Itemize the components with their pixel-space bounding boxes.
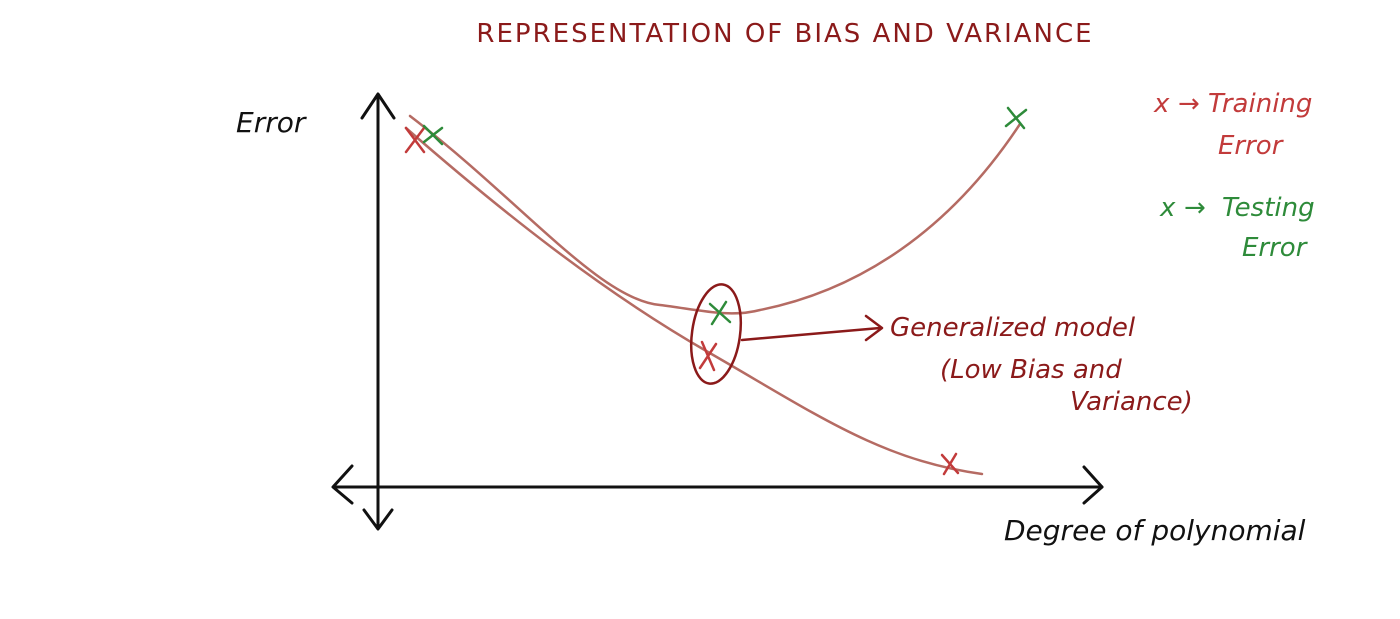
legend-training-label-line-2: Error bbox=[1218, 131, 1285, 161]
annotation-line-1: Generalized model bbox=[890, 313, 1136, 343]
annotation-arrow-line bbox=[740, 326, 882, 342]
legend-testing-arrow-icon: → bbox=[1184, 193, 1206, 223]
generalized-model-highlight bbox=[689, 283, 743, 385]
legend-training-arrow-icon: → bbox=[1178, 89, 1200, 119]
testing-error-marker-icon bbox=[1004, 106, 1028, 130]
testing-error-curve bbox=[408, 114, 1022, 315]
training-error-marker-icon bbox=[698, 340, 718, 372]
y-axis-down-arrow-icon bbox=[362, 508, 394, 531]
annotation-line-2: (Low Bias and bbox=[940, 355, 1122, 385]
training-error-curve bbox=[404, 126, 984, 476]
testing-error-marker-icon bbox=[422, 124, 444, 146]
x-axis-left-arrow-icon bbox=[331, 464, 354, 505]
y-axis bbox=[360, 92, 396, 531]
annotation-arrow-head-icon bbox=[864, 314, 884, 342]
legend-testing-label-line-2: Error bbox=[1242, 233, 1309, 263]
diagram-title: REPRESENTATION OF BIAS AND VARIANCE bbox=[476, 19, 1093, 49]
legend-training-marker-icon: x bbox=[1153, 89, 1170, 119]
annotation-line-3: Variance) bbox=[1070, 387, 1193, 417]
legend-testing-marker-icon: x bbox=[1159, 193, 1176, 223]
x-axis bbox=[331, 464, 1104, 505]
testing-error-marker-icon bbox=[708, 300, 732, 326]
training-error-marker-icon bbox=[404, 126, 426, 154]
legend-testing-label-line-1: Testing bbox=[1222, 193, 1315, 223]
y-axis-up-arrow-icon bbox=[360, 92, 396, 120]
training-error-marker-icon bbox=[940, 452, 960, 476]
legend-training-label-line-1: Training bbox=[1208, 89, 1312, 119]
legend-testing: x → Testing Error bbox=[1159, 193, 1315, 263]
x-axis-label: Degree of polynomial bbox=[1004, 514, 1306, 547]
legend-training: x → Training Error bbox=[1153, 89, 1312, 161]
y-axis-label: Error bbox=[236, 106, 307, 139]
x-axis-right-arrow-icon bbox=[1082, 465, 1104, 505]
